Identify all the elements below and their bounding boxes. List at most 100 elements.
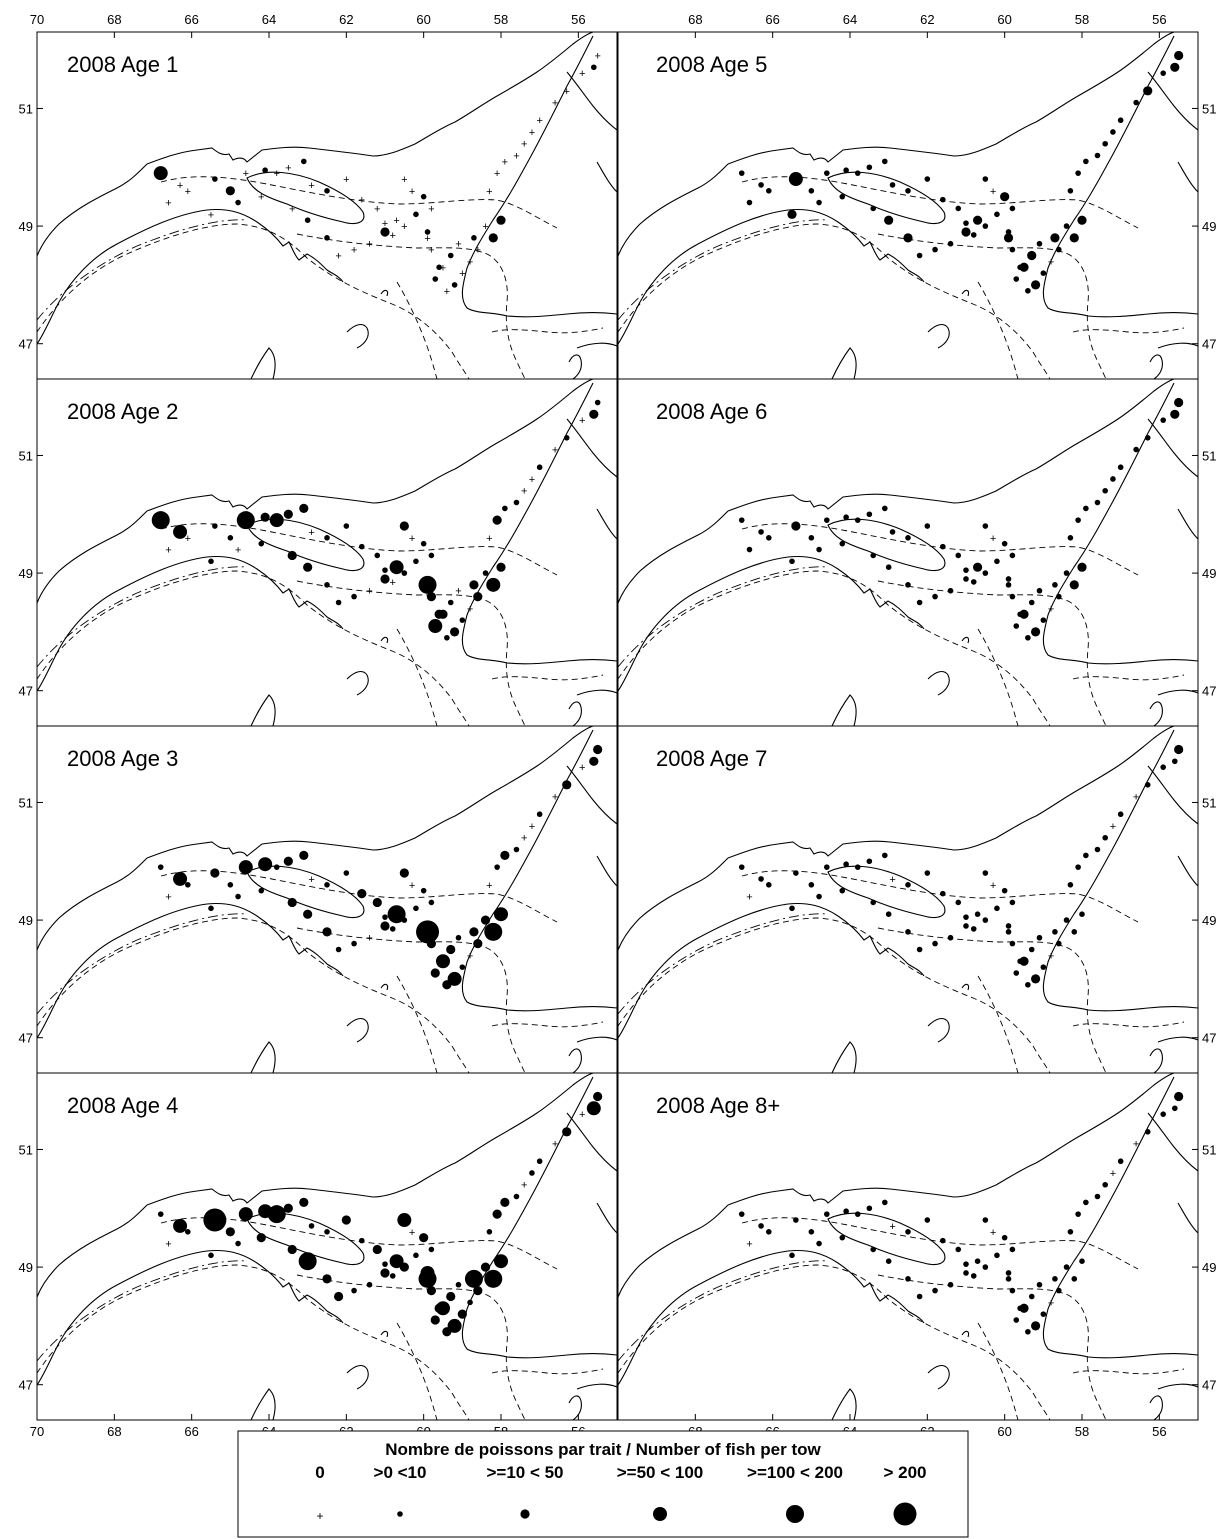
station-catch-circle [447,252,454,259]
station-catch-circle [1094,152,1101,159]
station-catch-circle [1005,1276,1012,1282]
station-catch-circle [1001,1234,1008,1241]
station-catch-circle [1052,1276,1058,1282]
station-catch-circle [1174,1091,1184,1102]
station-zero-marker: + [746,892,752,904]
lon-tick-label: 66 [184,1424,198,1439]
station-catch-circle [889,182,896,188]
station-catch-circle [870,1246,876,1253]
lat-tick-label: 47 [1202,684,1216,699]
map-panel: +++ + ++ ++++++++++++++++ ++++++++++++++++++… [19,31,618,380]
station-catch-circle [413,1252,419,1259]
lon-tick-label: 56 [571,12,585,27]
station-catch-circle [1083,505,1089,512]
station-zero-marker: + [536,115,542,127]
station-catch-circle [303,909,313,919]
station-catch-circle [324,1228,330,1235]
legend-zero-marker: + [316,1509,323,1523]
station-catch-circle [283,856,293,866]
legend-category-label: 0 [315,1463,324,1482]
station-zero-marker: + [185,186,191,198]
station-catch-circle [287,1244,297,1255]
station-catch-circle [1036,1281,1043,1288]
station-catch-circle [940,543,946,550]
station-catch-circle [1056,246,1062,253]
station-catch-circle [982,176,989,182]
station-catch-circle [843,1208,849,1215]
station-catch-circle [494,907,508,922]
station-catch-circle [932,246,938,253]
station-catch-circle [269,513,284,528]
station-zero-marker: + [455,586,461,598]
station-zero-marker: + [335,250,341,262]
station-catch-circle [824,864,830,870]
station-catch-circle [484,922,503,941]
station-catch-circle [1069,580,1079,590]
station-catch-circle [843,861,849,868]
station-catch-circle [1102,834,1108,841]
station-catch-circle [1019,1303,1029,1313]
station-catch-circle [359,1237,365,1244]
station-zero-marker: + [165,1239,171,1251]
station-catch-circle [428,899,435,906]
station-catch-circle [824,1211,830,1217]
station-catch-circle [1040,270,1047,276]
station-catch-circle [963,923,969,929]
station-catch-circle [1170,62,1180,72]
station-catch-circle [746,199,753,206]
station-zero-marker: + [521,1180,527,1192]
station-catch-circle [866,164,873,171]
station-zero-marker: + [440,262,446,274]
station-catch-circle [1005,582,1012,588]
panel-title: 2008 Age 1 [67,52,178,77]
legend-symbol [786,1505,804,1523]
station-catch-circle [766,534,772,541]
station-zero-marker: + [428,245,434,257]
station-catch-circle [399,868,409,878]
station-catch-circle [885,911,892,918]
station-catch-circle [1036,934,1043,941]
station-catch-circle [492,1209,502,1219]
station-catch-circle [185,1228,191,1235]
station-catch-circle [1025,634,1031,641]
station-zero-marker: + [552,98,558,110]
station-catch-circle [903,233,913,243]
station-catch-circle [455,1281,462,1288]
lon-tick-label: 58 [494,12,508,27]
station-catch-circle [758,1223,764,1229]
station-catch-circle [273,864,280,870]
station-catch-circle [382,1261,388,1267]
station-zero-marker: + [1048,1297,1054,1309]
station-catch-circle [1031,280,1041,290]
map-panel: + + + + +2008 Age 4 51 49 47 [19,1072,618,1421]
station-catch-circle [1102,487,1108,494]
station-catch-circle [299,1197,309,1207]
station-catch-circle [420,193,427,200]
station-catch-circle [389,560,404,575]
lat-tick-label: 51 [19,795,33,810]
station-catch-circle [212,176,218,182]
station-catch-circle [397,1213,412,1228]
station-catch-circle [808,534,815,541]
station-catch-circle [1160,70,1166,76]
station-catch-circle [287,550,297,561]
station-catch-circle [1001,887,1008,894]
station-zero-marker: + [285,162,291,174]
station-catch-circle [372,1244,382,1255]
map-base: + + + + + + [618,1073,1198,1420]
station-catch-circle [529,1170,535,1176]
station-catch-circle [947,587,954,594]
station-catch-circle [924,1217,931,1223]
station-catch-circle [235,893,241,900]
station-catch-circle [563,435,570,441]
station-zero-marker: + [351,245,357,257]
station-catch-circle [882,158,888,165]
station-catch-circle [486,1228,493,1235]
station-catch-circle [1025,287,1031,294]
station-catch-circle [1036,240,1043,247]
station-catch-circle [1094,846,1101,853]
station-catch-circle [324,534,330,541]
lat-tick-label: 49 [19,1260,33,1275]
panel-frame [617,378,1199,727]
